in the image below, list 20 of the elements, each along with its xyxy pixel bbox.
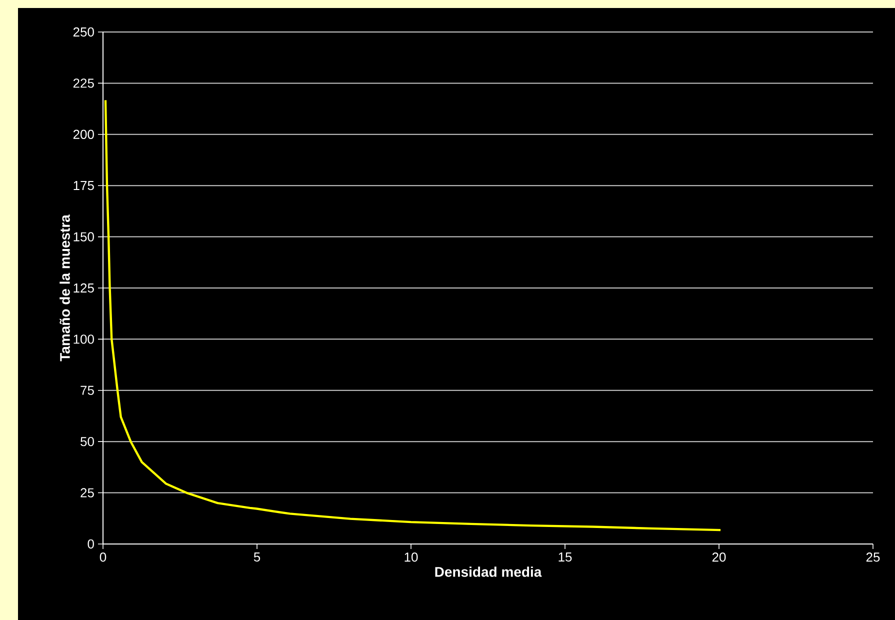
- x-tick-label: 20: [712, 552, 726, 562]
- y-tick-label: 50: [80, 436, 94, 446]
- x-tick-label: 5: [254, 552, 260, 562]
- y-tick-label: 0: [88, 539, 94, 549]
- y-tick-label: 75: [80, 386, 94, 395]
- x-axis-title: Densidad media: [435, 566, 542, 577]
- y-tick-label: 200: [73, 130, 94, 139]
- y-tick-label: 225: [73, 78, 94, 88]
- y-tick-label: 175: [74, 181, 94, 190]
- y-tick-label: 125: [74, 283, 94, 293]
- x-tick-label: 15: [558, 552, 572, 562]
- y-tick-label: 100: [74, 334, 94, 344]
- x-tick-label: 0: [100, 552, 106, 562]
- x-tick-label: 10: [404, 552, 418, 562]
- x-tick-label: 25: [866, 552, 880, 562]
- y-tick-label: 25: [80, 488, 94, 498]
- y-axis-title: Tamaño de la muestra: [60, 214, 70, 362]
- y-tick-label: 150: [74, 232, 94, 242]
- y-tick-label: 250: [73, 27, 94, 37]
- line-series: [104, 99, 722, 532]
